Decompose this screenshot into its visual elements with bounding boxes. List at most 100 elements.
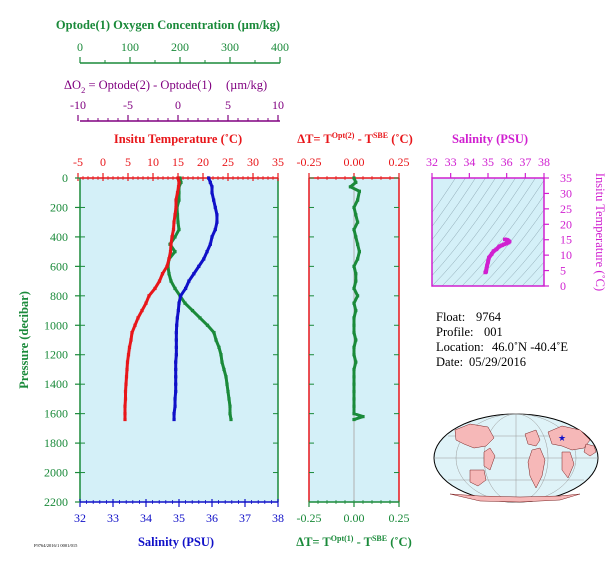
delta-t-series-point	[354, 360, 358, 364]
salinity-tick-label: 37	[239, 511, 251, 525]
oxygen-series-point	[173, 235, 177, 239]
salinity-series-point	[215, 220, 219, 224]
ts-x-tick-label: 38	[538, 155, 550, 169]
salinity-series-point	[212, 198, 216, 202]
pressure-tick-label: 1200	[44, 348, 68, 362]
oxygen-series-point	[169, 279, 173, 283]
temperature-series-point	[175, 191, 180, 195]
ts-y-tick-label: 10	[560, 248, 572, 262]
delta-o2-tick-label: 10	[272, 98, 284, 112]
delta-t-axis-ticks: -0.25 -0.25 0.00 0.00 0.25 0.25	[297, 155, 410, 525]
ts-series-point	[484, 268, 488, 273]
oxygen-series-point	[179, 180, 183, 185]
temperature-series-point	[174, 198, 178, 202]
oxygen-series-point	[198, 316, 202, 320]
delta-o2-axis: ΔO2 = Optode(2) - Optode(1) (µm/kg) -10-…	[64, 78, 284, 122]
ts-y-tick-label: 15	[560, 233, 572, 247]
ts-series-point	[484, 266, 489, 271]
delta-t-bottom-title: ΔT= TOpt(1) - TSBE (˚C)	[296, 534, 412, 549]
temperature-series-point	[144, 301, 148, 305]
delta-t-series-point	[352, 375, 356, 379]
delta-t-series-point	[352, 417, 356, 422]
oxygen-series-point	[176, 220, 180, 224]
delta-t-series-point	[354, 279, 358, 283]
salinity-axis-title: Salinity (PSU)	[138, 535, 214, 549]
ts-y-tick-label: 25	[560, 202, 572, 216]
salinity-tick-label: 38	[272, 511, 284, 525]
ts-x-tick-label: 34	[463, 155, 475, 169]
oxygen-series-point	[173, 286, 177, 291]
delta-t-top-title: ΔT= TOpt(2) - TSBE (˚C)	[297, 131, 413, 146]
ts-series-point	[502, 242, 506, 247]
delta-t-series-point	[352, 389, 356, 394]
temperature-series-point	[174, 205, 178, 210]
salinity-series-point	[205, 250, 209, 254]
oxygen-tick-label: 200	[171, 40, 189, 54]
world-map-inset: ★	[433, 413, 599, 503]
oxygen-axis-title: Optode(1) Oxygen Concentration (µm/kg)	[56, 18, 280, 32]
delta-t-series-point	[357, 189, 361, 193]
temperature-series-point	[130, 331, 134, 335]
ts-y-axis-title: Insitu Temperature (˚C)	[593, 173, 607, 291]
salinity-series-point	[174, 360, 178, 364]
ts-series-point	[504, 237, 509, 242]
pressure-tick-label: 0	[62, 171, 68, 185]
pressure-axis-ticks: 0 200 400 600 800 1000 1200 1400 1600 1800 2000 220…	[44, 171, 80, 509]
oxygen-series-point	[217, 345, 221, 349]
delta-t-series-point	[352, 323, 356, 327]
temperature-series-point	[129, 338, 133, 342]
delta-t-series-point	[354, 180, 358, 185]
delta-t-series-point	[352, 205, 356, 210]
ts-series-point	[497, 244, 501, 249]
delta-t-series-point	[352, 227, 356, 232]
oxygen-axis-ticks: 0 100 200 300 400	[77, 40, 289, 63]
float-location-star-icon: ★	[558, 433, 566, 443]
salinity-series-point	[210, 185, 214, 189]
temperature-series-point	[124, 382, 128, 386]
oxygen-series-point	[224, 375, 228, 379]
temperature-tick-label: 20	[197, 155, 209, 169]
oxygen-series-point	[177, 198, 181, 202]
salinity-series-point	[174, 353, 178, 357]
delta-t-series-point	[354, 213, 358, 217]
ts-x-tick-label: 32	[426, 155, 438, 169]
ts-density-contour	[511, 249, 544, 286]
oxygen-series-point	[205, 323, 210, 327]
delta-t-series-point	[354, 272, 358, 276]
salinity-tick-label: 35	[173, 511, 185, 525]
footer-code: F9764/2016/1 0001/015	[34, 543, 78, 548]
delta-t-series-point	[354, 308, 358, 313]
ts-density-contour	[531, 273, 544, 286]
oxygen-series-point	[229, 417, 233, 422]
ts-density-contour	[471, 194, 544, 286]
ts-density-contours	[432, 178, 544, 286]
delta-t-series-point	[352, 345, 356, 349]
delta-t-series-point	[356, 294, 360, 298]
temperature-series-point	[140, 308, 144, 313]
delta-o2-axis-title: ΔO2 = Optode(2) - Optode(1)	[64, 78, 212, 95]
oxygen-tick-label: 100	[121, 40, 139, 54]
delta-t-bottom-tick-label: -0.25	[297, 511, 322, 525]
float-info: Float: 9764 Profile: 001 Location: 46.0˚…	[436, 310, 568, 369]
temperature-series-point	[125, 360, 130, 364]
delta-o2-tick-label: -10	[70, 98, 86, 112]
location-label: Location:	[436, 340, 484, 354]
salinity-series-point	[172, 412, 176, 416]
temperature-series-point	[160, 272, 165, 276]
temperature-tick-label: 0	[100, 155, 106, 169]
temperature-series-point	[172, 220, 176, 224]
ts-density-contour	[432, 178, 496, 265]
ts-series-point	[485, 263, 489, 268]
pressure-tick-label: 400	[50, 230, 68, 244]
profile-series	[123, 176, 233, 422]
salinity-series-point	[175, 316, 179, 320]
temperature-tick-label: 15	[172, 155, 184, 169]
temperature-series-point	[169, 242, 173, 246]
ts-series-point	[489, 252, 494, 256]
map-land	[449, 423, 597, 503]
salinity-series-point	[174, 389, 178, 394]
ts-y-tick-label: 0	[560, 279, 566, 293]
temperature-series-point	[123, 397, 128, 401]
